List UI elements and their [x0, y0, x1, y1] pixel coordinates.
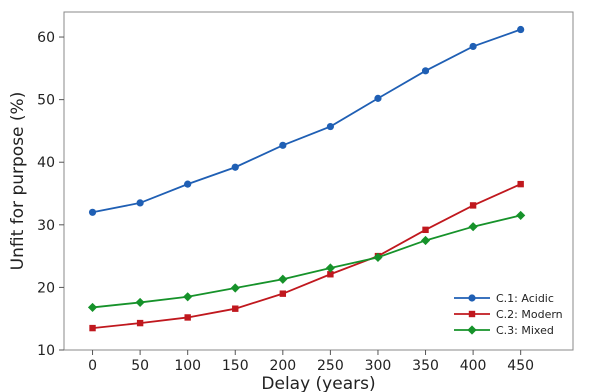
series-line: [92, 28, 521, 214]
legend-item: C.1: Acidic: [454, 292, 554, 305]
data-point: [469, 42, 477, 51]
data-point: [468, 222, 478, 232]
series-2: [89, 180, 524, 332]
y-tick-label: 10: [37, 343, 55, 359]
data-point: [516, 210, 526, 221]
data-point: [184, 314, 191, 321]
legend-label: C.2: Modern: [496, 308, 563, 321]
x-tick-label: 150: [222, 358, 249, 374]
data-point: [279, 290, 287, 297]
y-axis-ticks: 10 20 30 40 50 60: [37, 30, 64, 359]
data-point: [135, 297, 145, 308]
x-tick-label: 0: [88, 358, 97, 374]
y-tick-label: 40: [37, 155, 55, 171]
data-point: [374, 94, 382, 102]
plot-frame: [63, 11, 574, 351]
data-point: [373, 252, 383, 262]
legend-marker: [467, 325, 477, 335]
data-point: [517, 180, 524, 188]
y-tick-label: 20: [37, 280, 55, 296]
data-point: [422, 226, 429, 234]
data-point: [231, 163, 239, 171]
x-tick-label: 300: [365, 358, 392, 374]
data-point: [136, 319, 144, 327]
data-point: [278, 274, 288, 284]
data-point: [327, 271, 334, 278]
x-tick-label: 250: [317, 358, 344, 374]
x-tick-label: 50: [131, 358, 149, 374]
data-point: [420, 235, 431, 246]
data-point: [136, 199, 144, 207]
x-tick-label: 400: [460, 358, 487, 374]
x-tick-label: 450: [507, 358, 534, 374]
series-1: [88, 25, 525, 216]
data-point: [183, 292, 193, 302]
series-3: [87, 210, 526, 313]
legend-marker: [468, 294, 476, 302]
x-tick-label: 350: [412, 358, 439, 374]
x-axis-ticks: 0 50 100 150 200 250 300 350 400 450: [88, 350, 534, 374]
x-tick-label: 200: [269, 358, 296, 374]
y-tick-label: 50: [37, 93, 55, 109]
data-point: [325, 263, 335, 273]
legend-item: C.3: Mixed: [454, 324, 554, 337]
legend: C.1: Acidic C.2: Modern C.3: Mixed: [454, 292, 563, 337]
y-tick-label: 60: [37, 30, 55, 46]
data-point: [517, 25, 525, 34]
data-point: [89, 324, 96, 332]
series-layer: [87, 25, 526, 332]
legend-label: C.1: Acidic: [496, 292, 554, 305]
y-tick-label: 30: [37, 218, 55, 234]
data-point: [230, 283, 240, 293]
data-point: [87, 302, 98, 313]
series-line: [92, 183, 522, 329]
data-point: [421, 67, 430, 75]
data-point: [326, 122, 334, 131]
y-axis-title: Unfit for purpose (%): [8, 92, 28, 271]
legend-item: C.2: Modern: [454, 308, 563, 321]
data-point: [184, 180, 192, 188]
data-point: [279, 141, 287, 149]
series-line: [92, 214, 521, 309]
data-point: [469, 202, 477, 209]
legend-label: C.3: Mixed: [496, 324, 554, 337]
data-point: [88, 208, 97, 216]
legend-marker: [468, 310, 476, 318]
x-axis-title: Delay (years): [261, 374, 375, 392]
plot-border: [63, 11, 574, 351]
x-tick-label: 100: [174, 358, 201, 374]
data-point: [232, 305, 239, 312]
